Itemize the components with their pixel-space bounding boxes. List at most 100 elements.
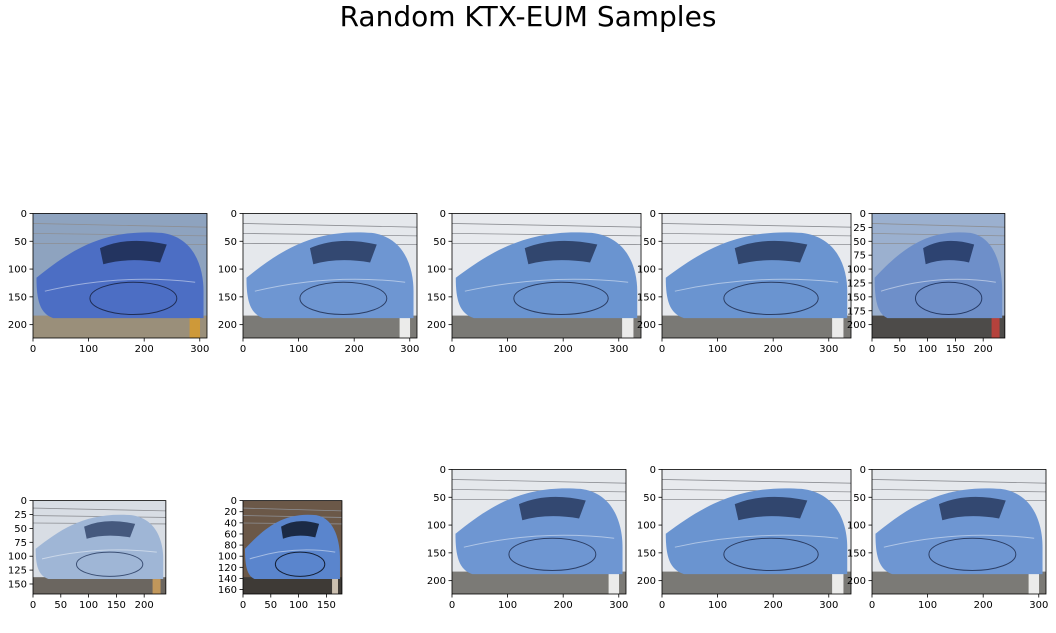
y-tick-label: 100 xyxy=(637,265,656,276)
y-tick-label: 100 xyxy=(637,521,656,532)
body-highlight xyxy=(44,278,196,292)
ground xyxy=(33,315,207,338)
x-tick-label: 50 xyxy=(264,600,277,611)
y-tick-label: 0 xyxy=(21,209,27,220)
y-tick-label: 0 xyxy=(21,496,27,507)
ground xyxy=(33,577,166,594)
axes-frame xyxy=(242,213,418,339)
train-nose xyxy=(928,537,1017,571)
y-tick-label: 140 xyxy=(218,574,237,585)
axes-frame xyxy=(451,213,642,339)
axes-frame xyxy=(32,500,167,595)
x-tick-label: 150 xyxy=(317,600,336,611)
y-tick-label: 200 xyxy=(8,320,27,331)
y-tick-label: 150 xyxy=(637,292,656,303)
y-tick-label: 60 xyxy=(224,529,237,540)
train-nose xyxy=(89,281,178,315)
x-tick-label: 100 xyxy=(708,344,727,355)
train-nose xyxy=(513,281,609,315)
wire xyxy=(662,479,852,484)
x-tick-label: 200 xyxy=(974,344,993,355)
train-nose xyxy=(723,281,819,315)
windshield xyxy=(524,240,598,265)
y-tick-label: 200 xyxy=(847,320,866,331)
y-tick-label: 150 xyxy=(637,548,656,559)
image-panel: 0 50 100 150 200 0 25 50 75 100 125 150 xyxy=(8,496,167,611)
y-tick-label: 80 xyxy=(224,541,237,552)
x-tick-label: 0 xyxy=(240,600,246,611)
y-tick-label: 100 xyxy=(847,521,866,532)
y-tick-label: 150 xyxy=(8,579,27,590)
y-tick-label: 75 xyxy=(853,251,866,262)
ground xyxy=(243,577,342,594)
train-nose xyxy=(508,537,597,571)
axes-frame xyxy=(871,213,1006,339)
ground xyxy=(662,571,852,594)
x-tick-label: 100 xyxy=(79,344,98,355)
x-tick-label: 150 xyxy=(107,600,126,611)
y-tick-label: 25 xyxy=(14,510,27,521)
train-nose xyxy=(274,551,326,577)
x-tick-label: 0 xyxy=(240,344,246,355)
x-tick-label: 0 xyxy=(449,344,455,355)
y-tick-label: 150 xyxy=(427,292,446,303)
x-tick-label: 100 xyxy=(498,344,517,355)
y-tick-label: 0 xyxy=(860,465,866,476)
y-tick-label: 0 xyxy=(860,209,866,220)
y-tick-label: 175 xyxy=(847,306,866,317)
x-tick-label: 100 xyxy=(918,344,937,355)
ground xyxy=(872,571,1046,594)
y-tick-label: 150 xyxy=(847,292,866,303)
image-panel: 0 100 200 300 0 50 100 150 200 xyxy=(8,209,209,355)
y-tick-label: 0 xyxy=(231,496,237,507)
ground xyxy=(452,571,626,594)
y-tick-label: 150 xyxy=(427,548,446,559)
y-tick-label: 50 xyxy=(433,493,446,504)
x-tick-label: 0 xyxy=(449,600,455,611)
x-tick-label: 300 xyxy=(609,344,628,355)
wire xyxy=(243,507,342,512)
ground xyxy=(662,315,852,338)
windshield xyxy=(938,496,1006,521)
x-tick-label: 50 xyxy=(893,344,906,355)
image-panel: 0 100 200 300 0 50 100 150 200 xyxy=(847,465,1048,611)
x-tick-label: 200 xyxy=(974,600,993,611)
y-tick-label: 100 xyxy=(8,552,27,563)
y-tick-label: 100 xyxy=(218,552,237,563)
y-tick-label: 0 xyxy=(231,209,237,220)
image-panel: 0 100 200 300 0 50 100 150 200 xyxy=(427,209,642,355)
y-tick-label: 25 xyxy=(853,223,866,234)
body-highlight xyxy=(883,534,1035,548)
body-highlight xyxy=(249,549,336,560)
windshield xyxy=(734,240,808,265)
x-tick-label: 100 xyxy=(289,344,308,355)
image-panel: 0 50 100 150 200 0 25 50 75 100 125 150 175 200 xyxy=(847,209,1006,355)
y-tick-label: 50 xyxy=(853,237,866,248)
x-tick-label: 0 xyxy=(30,600,36,611)
wire xyxy=(662,223,852,228)
y-tick-label: 20 xyxy=(224,507,237,518)
y-tick-label: 200 xyxy=(218,320,237,331)
x-tick-label: 200 xyxy=(135,344,154,355)
y-tick-label: 200 xyxy=(427,320,446,331)
y-tick-label: 50 xyxy=(14,524,27,535)
y-tick-label: 50 xyxy=(643,237,656,248)
y-tick-label: 200 xyxy=(427,576,446,587)
y-tick-label: 200 xyxy=(637,320,656,331)
wire xyxy=(33,223,207,228)
image-panel: 0 100 200 300 0 50 100 150 200 xyxy=(637,465,852,611)
x-tick-label: 300 xyxy=(819,344,838,355)
y-tick-label: 50 xyxy=(433,237,446,248)
axes-frame xyxy=(451,469,627,595)
x-tick-label: 300 xyxy=(1029,600,1048,611)
body-highlight xyxy=(674,278,839,292)
y-tick-label: 200 xyxy=(637,576,656,587)
x-tick-label: 0 xyxy=(30,344,36,355)
y-tick-label: 0 xyxy=(440,465,446,476)
windshield xyxy=(309,240,377,265)
x-tick-label: 50 xyxy=(54,600,67,611)
ground xyxy=(872,315,1005,338)
image-panel: 0 100 200 300 0 50 100 150 200 xyxy=(218,209,419,355)
y-tick-label: 150 xyxy=(218,292,237,303)
